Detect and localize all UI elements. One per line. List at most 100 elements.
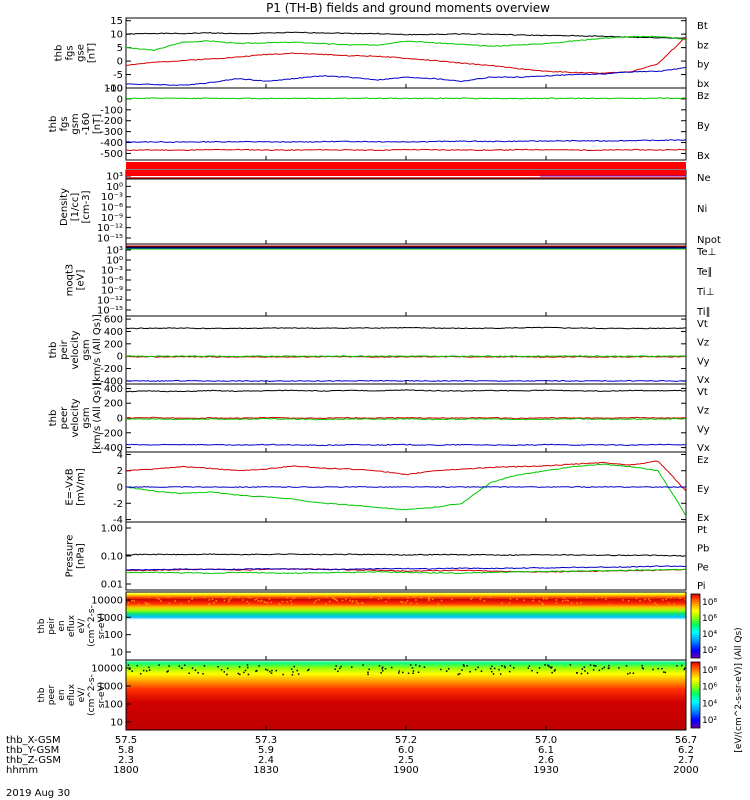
spectrogram-speckle bbox=[466, 665, 468, 667]
y-tick-label: 10⁻¹² bbox=[97, 296, 123, 307]
y-axis-label: thb bbox=[54, 45, 65, 62]
spectrogram-speckle bbox=[489, 667, 492, 670]
y-tick-label: 4 bbox=[117, 450, 123, 461]
series-Bz bbox=[125, 148, 687, 152]
spectrogram-speckle bbox=[191, 597, 194, 599]
spectrogram-speckle bbox=[471, 597, 473, 599]
spectrogram-speckle bbox=[307, 669, 309, 672]
spectrogram-speckle bbox=[584, 670, 586, 672]
spectrogram-speckle bbox=[580, 602, 582, 604]
spectrogram-speckle bbox=[378, 665, 381, 667]
y-axis-label: thb bbox=[48, 342, 59, 359]
spectrogram-speckle bbox=[131, 599, 133, 602]
series-bx bbox=[125, 66, 687, 86]
spectrogram-speckle bbox=[361, 602, 363, 604]
spectrogram-speckle bbox=[549, 666, 552, 668]
y-axis-label: [1/cc] bbox=[70, 193, 81, 222]
spectrogram-speckle bbox=[483, 600, 486, 602]
spectrogram-speckle bbox=[627, 673, 629, 675]
y-tick-label: -300 bbox=[100, 127, 123, 138]
spectrogram-speckle bbox=[635, 597, 638, 600]
spectrogram-speckle bbox=[555, 602, 557, 604]
spectrogram-speckle bbox=[294, 596, 296, 599]
spectrogram-speckle bbox=[158, 664, 160, 666]
colorbar-tick-label: 10⁶ bbox=[702, 614, 717, 624]
panel-frame bbox=[125, 315, 687, 385]
spectrogram-speckle bbox=[499, 673, 502, 675]
spectrogram-speckle bbox=[208, 603, 210, 606]
spectrogram-speckle bbox=[407, 597, 409, 599]
spectrogram-speckle bbox=[142, 669, 145, 672]
spectrogram-speckle bbox=[168, 596, 170, 598]
spectrogram-speckle bbox=[257, 600, 260, 602]
legend-Ex: Ex bbox=[697, 513, 709, 524]
spectrogram-speckle bbox=[362, 602, 364, 605]
y-axis-label: -160 bbox=[81, 113, 92, 136]
spectrogram-speckle bbox=[545, 598, 547, 600]
spectrogram-speckle bbox=[352, 600, 354, 602]
series-Bt bbox=[125, 31, 687, 39]
spectrogram-speckle bbox=[504, 666, 506, 669]
spectrogram-speckle bbox=[167, 596, 169, 598]
y-axis-label: (cm^2-s- bbox=[87, 674, 97, 716]
spectrogram-speckle bbox=[138, 603, 140, 606]
spectrogram-speckle bbox=[326, 596, 328, 598]
ephemeris-value: 6.1 bbox=[538, 745, 554, 756]
series-band bbox=[126, 170, 686, 176]
spectrogram-speckle bbox=[641, 667, 644, 669]
spectrogram-speckle bbox=[657, 667, 659, 670]
y-axis-label: gse bbox=[76, 44, 87, 62]
spectrogram-speckle bbox=[546, 597, 549, 599]
y-tick-label: 100 bbox=[104, 700, 123, 711]
ephemeris-value: 1830 bbox=[253, 765, 278, 776]
ephemeris-value: 2.5 bbox=[398, 755, 414, 766]
spectrogram-speckle bbox=[644, 598, 646, 601]
spectrogram-speckle bbox=[649, 599, 651, 602]
spectrogram-speckle bbox=[246, 664, 249, 666]
legend-Te∥: Te∥ bbox=[696, 267, 713, 278]
colorbar-tick-label: 10⁴ bbox=[702, 699, 717, 709]
y-axis-label: thb bbox=[48, 410, 59, 427]
spectrogram-speckle bbox=[133, 600, 135, 602]
y-tick-label: 0 bbox=[117, 414, 123, 425]
spectrogram-speckle bbox=[286, 597, 288, 599]
y-axis-label: [km/s (All Qs)] bbox=[92, 314, 103, 386]
spectrogram-speckle bbox=[413, 596, 416, 598]
spectrogram-speckle bbox=[270, 672, 273, 674]
spectrogram-speckle bbox=[603, 666, 606, 669]
spectrogram-speckle bbox=[562, 597, 565, 599]
spectrogram-speckle bbox=[501, 602, 503, 604]
spectrogram-speckle bbox=[663, 671, 665, 673]
spectrogram-speckle bbox=[191, 598, 193, 600]
y-tick-label: 0 bbox=[117, 483, 123, 494]
spectrogram-speckle bbox=[428, 598, 431, 600]
spectrogram-speckle bbox=[239, 673, 241, 676]
y-axis-label: peir bbox=[59, 339, 70, 359]
ephemeris-value: 57.0 bbox=[535, 735, 557, 746]
spectrogram-speckle bbox=[605, 596, 607, 598]
spectrogram-speckle bbox=[480, 596, 482, 599]
spectrogram-speckle bbox=[136, 664, 138, 667]
spectrogram-speckle bbox=[411, 667, 414, 669]
spectrogram-speckle bbox=[227, 667, 229, 670]
spectrogram-speckle bbox=[583, 666, 586, 668]
spectrogram-speckle bbox=[509, 598, 512, 600]
colorbar-tick-label: 10² bbox=[702, 646, 717, 656]
spectrogram-speckle bbox=[667, 602, 670, 605]
spectrogram-speckle bbox=[249, 597, 252, 599]
spectrogram-speckle bbox=[293, 665, 295, 668]
spectrogram-speckle bbox=[618, 667, 620, 669]
y-axis-label: [cm-3] bbox=[81, 190, 92, 223]
spectrogram-speckle bbox=[203, 665, 206, 667]
y-axis-label: moqt3 bbox=[65, 264, 76, 297]
spectrogram-speckle bbox=[166, 671, 168, 673]
spectrogram-speckle bbox=[168, 602, 171, 605]
spectrogram-speckle bbox=[410, 602, 412, 604]
y-axis-label: peer bbox=[59, 406, 70, 430]
y-tick-label: -400 bbox=[100, 443, 123, 454]
spectrogram-speckle bbox=[627, 600, 630, 602]
spectrogram-speckle bbox=[139, 673, 142, 675]
spectrogram-speckle bbox=[551, 666, 553, 668]
spectrogram-speckle bbox=[647, 598, 650, 600]
